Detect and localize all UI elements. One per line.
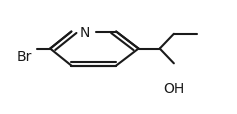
Text: OH: OH	[163, 82, 184, 95]
Text: N: N	[79, 25, 90, 39]
Text: Br: Br	[17, 50, 32, 64]
